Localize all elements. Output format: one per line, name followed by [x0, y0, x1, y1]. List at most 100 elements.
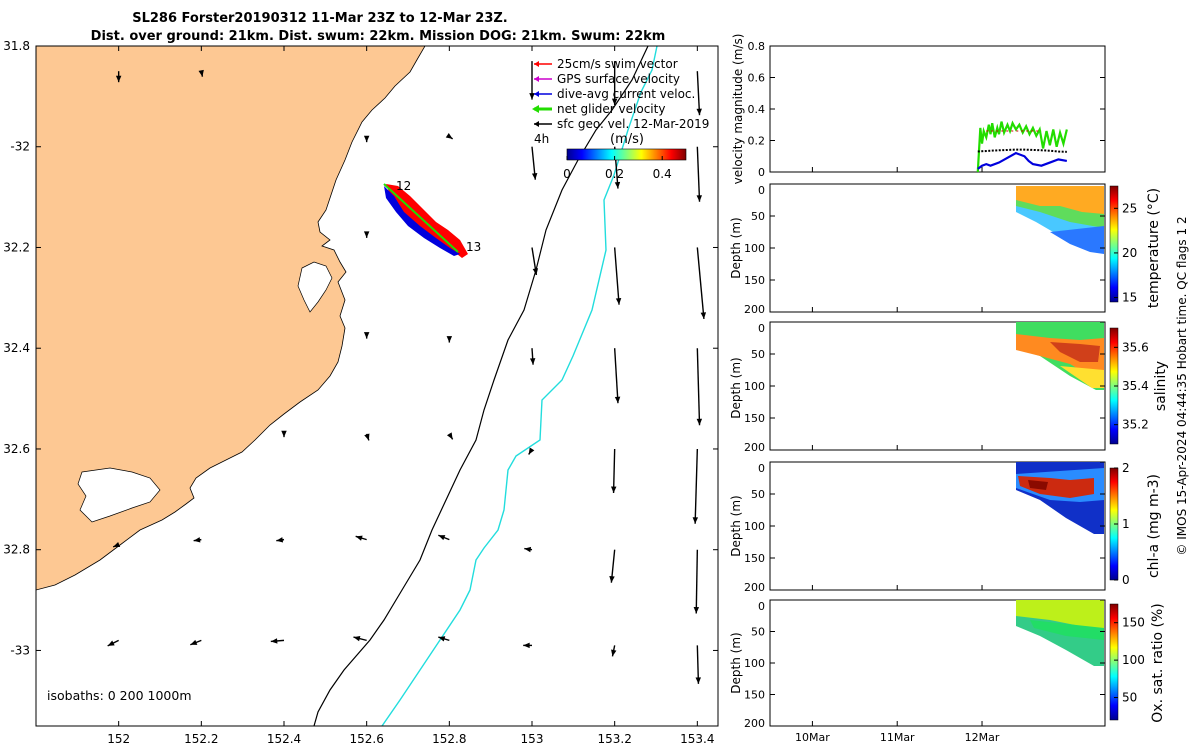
side-note: © IMOS 15-Apr-2024 04:44:35 Hobart time.…	[1175, 216, 1189, 555]
geo-vector-head	[438, 636, 446, 642]
geo-vector-head	[611, 486, 617, 493]
geo-vector-head	[190, 639, 198, 645]
velocity-y-tick-label: 0.4	[748, 103, 766, 116]
chlorophyll-panel: Depth (m) chl-a (mg m-3)	[729, 461, 1162, 591]
geo-vector-head	[696, 418, 703, 426]
geo-vector	[613, 348, 619, 404]
colorbar-tick-label: 100	[1122, 653, 1145, 667]
depth-tick-label: 50	[751, 210, 765, 223]
chlorophyll-max-core	[1028, 480, 1048, 490]
depth-tick-label: 200	[744, 717, 765, 730]
legend-geo-label: sfc geo. vel. 12-Mar-2019	[557, 117, 709, 131]
map-x-tick-label: 153.4	[680, 732, 714, 746]
temperature-bottom-cold	[1050, 226, 1104, 254]
colorbar-tick-label: 35.4	[1122, 379, 1149, 393]
map-x-axis: 152 152.2 152.4 152.6 152.8 153 153.2 153.4	[107, 46, 715, 746]
map-x-tick-label: 152.4	[267, 732, 301, 746]
geo-vector-head	[614, 396, 621, 404]
colorbar-tick-label: 15	[1122, 291, 1137, 305]
geo-vector-head	[523, 642, 530, 649]
velocity-series	[976, 120, 1068, 173]
velocity-panel: 0 0.2 0.4 0.6 0.8 velocity magnitude (m/s)	[731, 34, 1106, 185]
temperature-panel: Depth (m) temperature (°C)	[729, 183, 1162, 313]
velocity-y-tick-label: 0	[758, 166, 765, 179]
colorbar-tick-label: 2	[1122, 461, 1130, 475]
salinity-colorbar-label: salinity	[1153, 361, 1169, 411]
map-y-tick-label: -32	[10, 140, 30, 154]
depth-tick-label: 200	[744, 581, 765, 594]
legend-gps-label: GPS surface velocity	[557, 72, 680, 86]
map-x-tick-label: 152	[107, 732, 130, 746]
velocity-ylabel: velocity magnitude (m/s)	[731, 34, 745, 185]
depth-tick-label: 0	[758, 184, 765, 197]
legend-gps-arrowhead	[534, 76, 539, 82]
map-y-tick-label: 32.4	[3, 341, 30, 355]
title-line-1: SL286 Forster20190312 11-Mar 23Z to 12-M…	[132, 11, 508, 26]
map-panel: 12 13 isobaths: 0 200 1000m 152 152.2 152.…	[3, 39, 719, 746]
geo-vector	[696, 247, 705, 320]
legend-net-arrowhead	[532, 105, 539, 113]
oxygen-colorbar	[1109, 603, 1119, 721]
depth-tick-label: 150	[744, 689, 765, 702]
legend-swim-arrowhead	[534, 61, 539, 67]
colorbar-tick-label: 35.2	[1122, 418, 1149, 432]
geo-vector-head	[438, 535, 446, 541]
geo-vector-head	[363, 231, 370, 238]
geo-vector-head	[532, 268, 539, 275]
geo-vector-head	[363, 135, 370, 143]
legend-dive-label: dive-avg current veloc.	[557, 87, 695, 101]
map-x-tick-label: 153	[521, 732, 544, 746]
colorbar-tick-label: 35.6	[1122, 340, 1149, 354]
map-x-tick-label: 152.2	[184, 732, 218, 746]
chlorophyll-ylabel: Depth (m)	[729, 495, 743, 556]
geo-vector-head	[529, 358, 536, 365]
map-frame	[35, 45, 719, 727]
geo-vector-head	[353, 635, 361, 642]
oxygen-colorbar-label: Ox. sat. ratio (%)	[1150, 603, 1166, 722]
depth-tick-label: 0	[758, 600, 765, 613]
oxygen-upper	[1016, 600, 1104, 630]
map-x-tick-label: 152.8	[432, 732, 466, 746]
salinity-bottom	[1060, 366, 1104, 388]
legend-duration: 4h	[534, 132, 549, 146]
colorbar-tick-label: 20	[1122, 246, 1137, 260]
map-y-tick-label: 31.8	[3, 39, 30, 53]
map-colorbar	[566, 148, 687, 161]
lake-north	[297, 261, 333, 313]
geo-vector-head	[445, 133, 453, 139]
oxygen-panel: Depth (m) Ox. sat. ratio (%)	[729, 599, 1166, 727]
velocity-y-axis: 0 0.2 0.4 0.6 0.8	[748, 40, 1105, 179]
colorbar-tick-label: 25	[1122, 201, 1137, 215]
depth-tick-label: 0	[758, 462, 765, 475]
depth-tick-label: 200	[744, 441, 765, 454]
geo-vector-head	[611, 649, 617, 657]
geo-vector-head	[276, 537, 284, 543]
geo-vector-head	[270, 638, 278, 644]
depth-tick-label: 50	[751, 348, 765, 361]
geo-vector-head	[611, 98, 618, 106]
date-tick-label: 10Mar	[795, 731, 830, 744]
oxygen-section	[1016, 600, 1104, 666]
geo-vector	[696, 146, 701, 202]
geo-vector-head	[696, 108, 702, 116]
chlorophyll-colorbar-label: chl-a (mg m-3)	[1146, 474, 1162, 578]
isobath-label: isobaths: 0 200 1000m	[47, 688, 192, 703]
geo-vector-head	[529, 93, 535, 100]
legend-geo-arrowhead	[534, 121, 539, 127]
profile-panels: 0 0.2 0.4 0.6 0.8 velocity magnitude (m/s) D…	[729, 34, 1189, 744]
geo-vector-head	[528, 447, 535, 455]
salinity-panel: Depth (m) salinity	[729, 321, 1169, 451]
depth-tick-label: 150	[744, 552, 765, 565]
legend-net-label: net glider velocity	[557, 102, 665, 116]
depth-tick-label: 150	[744, 274, 765, 287]
map-colorbar-tick-label: 0.4	[653, 167, 672, 181]
geo-vector-head	[446, 432, 453, 440]
chlorophyll-section	[1016, 462, 1104, 534]
depth-tick-label: 100	[744, 380, 765, 393]
depth-tick-label: 100	[744, 657, 765, 670]
colorbar-tick-label: 150	[1122, 616, 1145, 630]
glider-track-net	[383, 183, 459, 253]
depth-tick-label: 200	[744, 303, 765, 316]
temperature-colorbar	[1109, 185, 1119, 303]
